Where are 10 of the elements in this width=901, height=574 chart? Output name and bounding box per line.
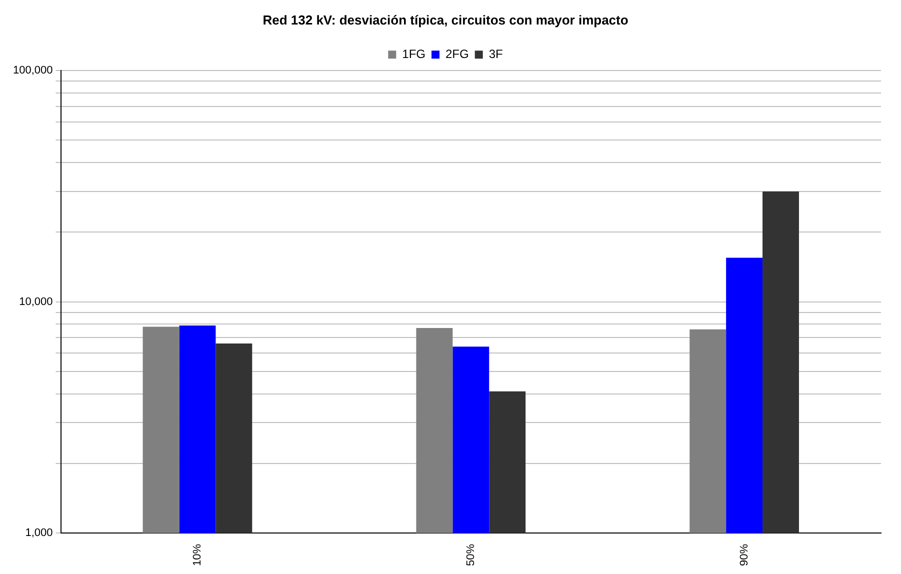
x-tick-label: 10%	[192, 544, 204, 566]
x-tick-label: 90%	[738, 544, 750, 566]
chart-title: Red 132 kV: desviación típica, circuitos con mayor impacto	[262, 12, 628, 28]
x-tick-label: 50%	[464, 544, 477, 566]
y-tick-label: 1,000	[25, 527, 53, 540]
legend-label: 1FG	[402, 46, 426, 61]
y-tick-label: 10,000	[19, 296, 53, 308]
y-tick-label: 100,000	[12, 64, 53, 77]
legend-label: 3F	[488, 46, 503, 61]
legend-label: 2FG	[446, 46, 469, 61]
